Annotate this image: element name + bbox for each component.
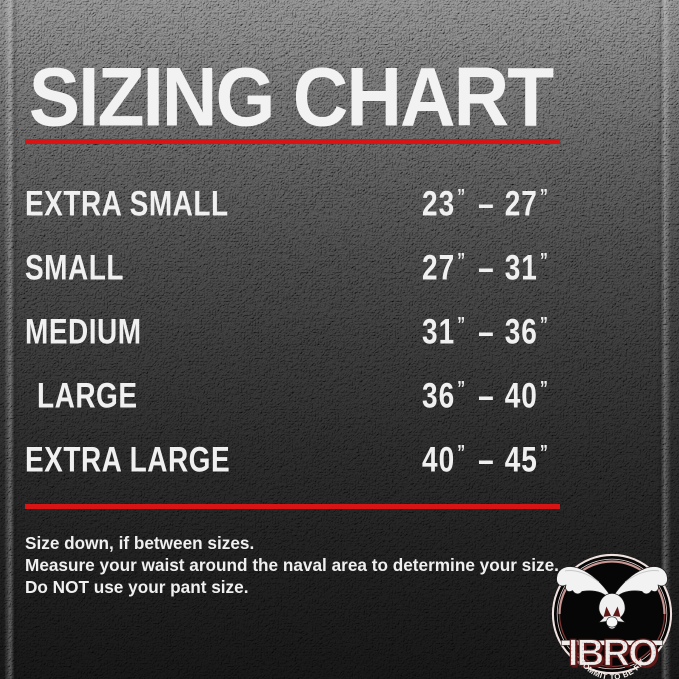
svg-text:IBRO: IBRO [568,632,658,675]
